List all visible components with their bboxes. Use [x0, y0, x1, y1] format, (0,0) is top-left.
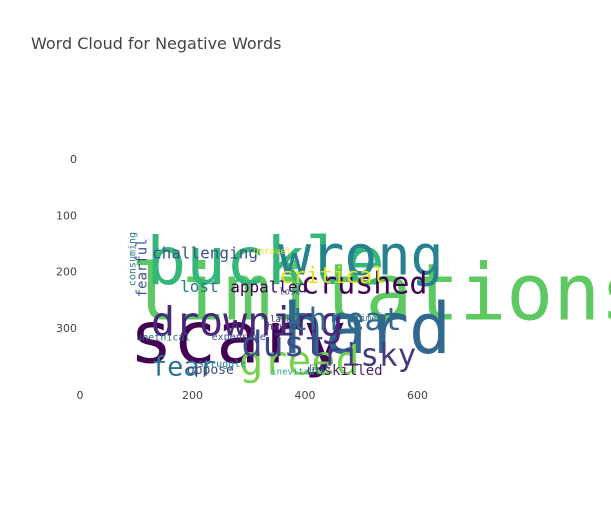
x-axis: 0 200 400 600	[77, 389, 429, 402]
word-lost: lost	[180, 277, 219, 296]
word-struggle: struggle	[198, 359, 246, 370]
x-tick-label: 400	[295, 389, 316, 402]
y-tick-label: 100	[56, 209, 77, 222]
word-greed: greed	[239, 338, 359, 384]
word-inevitable: inevitable	[271, 367, 325, 377]
word-challenging: challenging	[152, 244, 258, 263]
word-dust: dust	[241, 325, 325, 365]
word-time: time	[355, 314, 377, 324]
word-havoc: havoc	[267, 321, 297, 332]
y-tick-label: 200	[56, 266, 77, 279]
x-tick-label: 0	[77, 389, 84, 402]
word-expensive: expensive	[212, 332, 266, 343]
x-tick-label: 600	[407, 389, 428, 402]
word-risk: risk	[308, 362, 330, 372]
word-limitations: limitations	[131, 248, 611, 338]
word-threat: threat	[290, 302, 402, 338]
word-fearful: fearful	[134, 238, 150, 297]
word-buckle: buckle	[146, 223, 384, 300]
word-consuming: consuming	[128, 232, 139, 286]
word-unethical: unethical	[136, 333, 190, 344]
x-tick-label: 200	[182, 389, 203, 402]
word-lose: lose	[279, 288, 301, 298]
word-crushed: crushed	[301, 266, 427, 301]
word-drowning: drowning	[151, 300, 344, 346]
word-appalled: appalled	[230, 277, 307, 296]
word-hard: hard	[283, 288, 452, 370]
word-scary: scary	[130, 296, 347, 380]
word-critical: critical	[280, 264, 386, 289]
word-unskilled: unskilled	[307, 363, 383, 379]
y-axis: 0 100 200 300	[56, 153, 77, 335]
y-tick-label: 300	[56, 322, 77, 335]
word-risky: risky	[323, 337, 416, 373]
y-tick-label: 0	[70, 153, 77, 166]
chart-title: Word Cloud for Negative Words	[31, 34, 282, 53]
word-fear: fear	[151, 352, 216, 383]
word-unravel: unravel	[253, 247, 291, 257]
word-lack: lack	[270, 315, 292, 325]
word-wrong: wrong	[278, 223, 444, 287]
word-oppose: oppose	[187, 363, 234, 378]
